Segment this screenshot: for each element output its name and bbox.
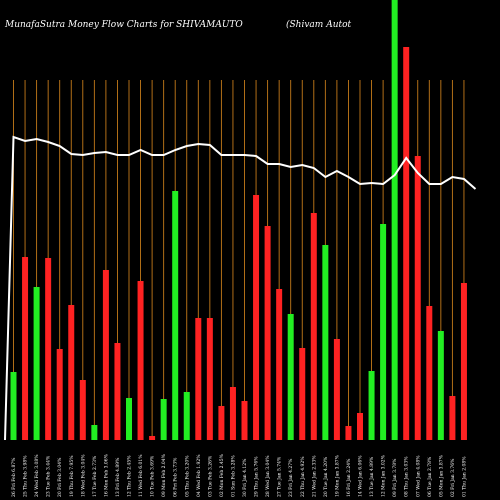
bar-up xyxy=(437,331,444,440)
bar-down xyxy=(22,257,29,440)
date-tick-label: 03 Tue Feb 3.26% xyxy=(207,455,213,497)
bar-up xyxy=(10,372,17,440)
bar-down xyxy=(137,281,144,440)
date-tick-label: 27 Tue Jan 5.74% xyxy=(277,456,283,497)
bar-down xyxy=(229,387,236,440)
bar-down xyxy=(241,401,248,440)
bar-down xyxy=(299,348,306,440)
date-tick-label: 09 Fri Jan 3.78% xyxy=(392,458,398,497)
bar-down xyxy=(426,306,433,440)
bar-up xyxy=(287,314,294,440)
date-tick-label: 06 Fri Feb 3.73% xyxy=(173,457,179,497)
date-tick-label: 01 Thu Jan 2.08% xyxy=(461,456,467,497)
bar-down xyxy=(218,406,225,440)
date-tick-label: 16 Fri Jan 2.24% xyxy=(346,458,352,497)
bar-down xyxy=(114,343,121,440)
chart-subtitle: (Shivam Autot xyxy=(286,19,352,30)
bar-down xyxy=(310,213,317,440)
date-tick-label: 30 Fri Jan 4.12% xyxy=(242,458,248,497)
bar-down xyxy=(403,47,410,440)
date-tick-label: 22 Thu Jan 4.92% xyxy=(300,456,306,497)
date-tick-label: 19 Thu Feb 7.95% xyxy=(69,455,75,497)
date-tick-label: 05 Thu Feb 3.20% xyxy=(184,455,190,497)
date-tick-label: 26 Fri Feb 6.87% xyxy=(11,457,17,497)
date-tick-label: 02 Mon Feb 2.45% xyxy=(219,453,225,497)
date-tick-label: 14 Wed Jan 6.06% xyxy=(358,455,364,497)
date-tick-label: 28 Wed Jan 3.04% xyxy=(265,455,271,497)
date-tick-label: 12 Thu Feb 2.45% xyxy=(127,455,133,497)
date-tick-label: 20 Tue Jan 4.20% xyxy=(323,456,329,497)
date-tick-label: 20 Fri Feb 3.04% xyxy=(57,457,63,497)
date-tick-label: 21 Wed Jan 2.33% xyxy=(311,455,317,497)
date-tick-label: 10 Tue Feb 3.69% xyxy=(150,455,156,497)
date-tick-label: 08 Thu Jan 3.03% xyxy=(404,456,410,497)
bar-down xyxy=(102,270,109,440)
bar-down xyxy=(276,289,283,440)
bar-up xyxy=(91,425,98,440)
bar-down xyxy=(357,413,363,440)
bar-down xyxy=(206,318,213,440)
bar-down xyxy=(333,339,340,440)
bar-down xyxy=(414,156,421,440)
date-tick-label: 13 Fri Feb 4.89% xyxy=(115,457,121,497)
date-tick-labels: 26 Fri Feb 6.87% 25 Thu Feb 3.98% 24 Wed F… xyxy=(11,453,467,497)
bar-up xyxy=(368,371,375,440)
bar-down xyxy=(68,305,75,440)
money-flow-bars xyxy=(10,0,467,440)
bar-up xyxy=(391,0,398,440)
date-tick-label: 17 Tue Feb 2.73% xyxy=(92,455,98,497)
bar-up xyxy=(172,191,179,440)
bar-down xyxy=(345,426,352,440)
bar-down xyxy=(264,226,271,440)
bar-down xyxy=(460,283,467,440)
date-tick-label: 23 Fri Jan 4.27% xyxy=(288,458,294,497)
bar-down xyxy=(56,349,63,440)
date-tick-label: 25 Thu Feb 3.98% xyxy=(23,455,29,497)
date-tick-label: 06 Tue Jan 2.78% xyxy=(427,456,433,497)
date-tick-label: 16 Mon Feb 3.06% xyxy=(103,453,109,497)
money-flow-line xyxy=(4,135,477,441)
bar-down xyxy=(149,436,156,440)
date-tick-label: 09 Mon Feb 2.04% xyxy=(161,453,167,497)
bar-down xyxy=(195,318,202,440)
bar-down xyxy=(79,380,86,440)
date-tick-label: 24 Wed Feb 3.08% xyxy=(34,454,40,497)
bar-up xyxy=(380,224,387,440)
date-tick-label: 11 Wed Feb 6.01% xyxy=(138,454,144,497)
date-tick-label: 01 Sun Feb 3.28% xyxy=(230,455,236,497)
bar-down xyxy=(253,195,260,440)
date-tick-label: 12 Mon Jan 3.02% xyxy=(381,454,387,497)
date-tick-label: 02 Fri Jan 3.76% xyxy=(450,458,456,497)
date-tick-label: 07 Wed Jan 4.08% xyxy=(415,455,421,497)
date-tick-label: 04 Wed Feb 1.92% xyxy=(196,454,202,497)
date-tick-label: 18 Wed Feb 3.04% xyxy=(80,454,86,497)
bar-up xyxy=(322,245,329,440)
bar-down xyxy=(449,396,456,440)
chart-title: MunafaSutra Money Flow Charts for SHIVAM… xyxy=(4,20,243,30)
date-tick-label: 19 Mon Jan 3.87% xyxy=(334,454,340,497)
bar-up xyxy=(33,287,40,440)
date-tick-label: 29 Thu Jan 5.76% xyxy=(254,456,260,497)
bar-up xyxy=(160,399,167,440)
date-tick-label: 23 Tue Feb 3.44% xyxy=(46,455,52,497)
date-tick-label: 05 Mon Jan 3.87% xyxy=(438,454,444,497)
date-tick-label: 13 Tue Jan 4.89% xyxy=(369,456,375,497)
bar-up xyxy=(183,392,190,440)
bar-down xyxy=(45,258,52,440)
bar-up xyxy=(126,398,132,440)
